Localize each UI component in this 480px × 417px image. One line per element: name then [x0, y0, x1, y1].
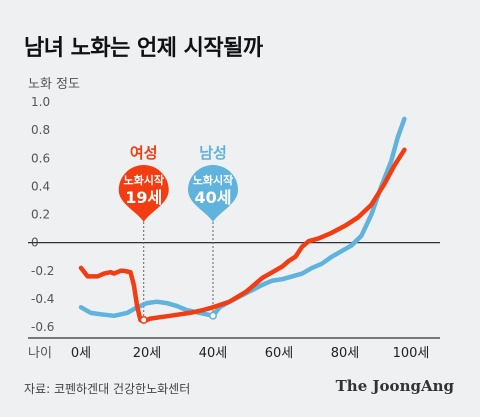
- marker-series-label: 여성: [130, 144, 158, 162]
- marker-age-label: 40세: [195, 188, 232, 207]
- x-tick-label: 80세: [331, 346, 360, 361]
- y-axis-label: 노화 정도: [28, 77, 80, 92]
- x-tick-label: 60세: [265, 346, 294, 361]
- x-axis-label: 나이: [28, 346, 52, 361]
- marker-point: [210, 313, 216, 319]
- y-tick-label: 0.2: [31, 208, 50, 222]
- y-tick-label: 0.8: [31, 123, 50, 137]
- y-tick-label: -0.6: [31, 320, 54, 334]
- marker-series-label: 남성: [199, 144, 227, 162]
- brand-logo-text: The JoongAng: [336, 377, 454, 395]
- y-tick-label: -0.4: [31, 292, 54, 306]
- y-tick-label: -0.2: [31, 264, 54, 278]
- marker-point: [141, 317, 147, 323]
- marker-caption: 노화시작: [193, 173, 233, 187]
- x-tick-label: 40세: [199, 346, 228, 361]
- x-tick-label: 20세: [133, 346, 162, 361]
- y-tick-label: 0.6: [31, 151, 50, 165]
- source-note: 자료: 코펜하겐대 건강한노화센터: [24, 380, 190, 397]
- marker-age-label: 19세: [125, 188, 162, 207]
- x-tick-label: 100세: [393, 346, 430, 361]
- marker-caption: 노화시작: [123, 173, 163, 187]
- y-tick-label: 0.4: [31, 179, 50, 193]
- x-tick-label: 0세: [71, 346, 91, 361]
- y-tick-label: 1.0: [31, 95, 50, 109]
